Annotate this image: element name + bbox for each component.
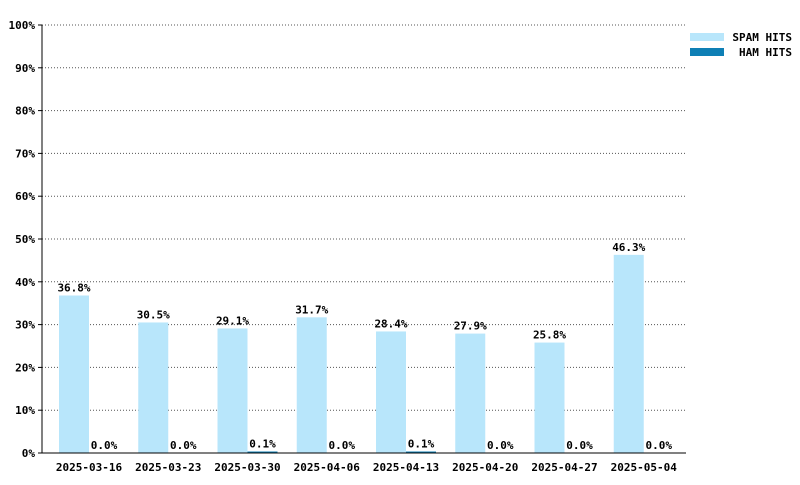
axes bbox=[38, 24, 686, 454]
bar-spam bbox=[534, 342, 565, 453]
bar-spam bbox=[613, 254, 644, 453]
legend-swatch-ham bbox=[690, 48, 724, 56]
x-tick-label: 2025-03-16 bbox=[56, 461, 123, 474]
data-label: 36.8% bbox=[57, 281, 90, 294]
x-tick-label: 2025-03-23 bbox=[135, 461, 201, 474]
y-tick-label: 80% bbox=[15, 105, 35, 118]
data-label: 0.1% bbox=[249, 438, 276, 451]
y-tick-label: 70% bbox=[15, 147, 35, 160]
data-label: 30.5% bbox=[137, 308, 170, 321]
grid-lines bbox=[42, 24, 686, 411]
x-tick-label: 2025-03-30 bbox=[214, 461, 280, 474]
bar-spam bbox=[138, 322, 169, 453]
x-tick-label: 2025-04-27 bbox=[531, 461, 597, 474]
legend-label-ham: HAM HITS bbox=[739, 46, 792, 59]
data-label: 27.9% bbox=[454, 320, 487, 333]
legend-label-spam: SPAM HITS bbox=[732, 31, 792, 44]
data-label: 28.4% bbox=[374, 317, 407, 330]
data-label: 0.0% bbox=[329, 439, 356, 452]
data-label: 0.0% bbox=[646, 439, 673, 452]
legend: SPAM HITS HAM HITS bbox=[690, 31, 792, 59]
bar-spam bbox=[59, 295, 89, 453]
data-label: 25.8% bbox=[533, 329, 566, 342]
data-label: 0.0% bbox=[170, 439, 197, 452]
y-tick-label: 20% bbox=[15, 361, 35, 374]
y-tick-label: 50% bbox=[15, 233, 35, 246]
x-tick-label: 2025-05-04 bbox=[611, 461, 678, 474]
x-tick-label: 2025-04-13 bbox=[373, 461, 439, 474]
bar-spam bbox=[376, 331, 406, 453]
legend-swatch-spam bbox=[690, 33, 724, 41]
bars bbox=[59, 254, 644, 453]
data-label: 46.3% bbox=[612, 241, 645, 254]
x-tick-label: 2025-04-06 bbox=[294, 461, 361, 474]
y-tick-label: 100% bbox=[9, 19, 36, 32]
bar-ham bbox=[247, 451, 278, 453]
x-tick-label: 2025-04-20 bbox=[452, 461, 518, 474]
data-label: 0.0% bbox=[566, 439, 593, 452]
data-label: 0.0% bbox=[487, 439, 514, 452]
data-label: 0.0% bbox=[91, 439, 118, 452]
y-tick-label: 40% bbox=[15, 276, 35, 289]
bar-ham bbox=[406, 451, 436, 453]
y-tick-label: 90% bbox=[15, 62, 35, 75]
labels: 0% 10% 20% 30% 40% 50% 60% 70% 80% 90% 100% 36.8% 0.… bbox=[9, 19, 678, 474]
bar-spam bbox=[296, 317, 327, 453]
data-label: 31.7% bbox=[295, 303, 328, 316]
data-label: 29.1% bbox=[216, 314, 249, 327]
y-tick-label: 60% bbox=[15, 190, 35, 203]
bar-spam bbox=[217, 328, 248, 453]
y-tick-label: 30% bbox=[15, 319, 35, 332]
y-tick-label: 0% bbox=[22, 447, 36, 460]
bar-spam bbox=[455, 333, 486, 453]
y-tick-label: 10% bbox=[15, 404, 35, 417]
data-label: 0.1% bbox=[408, 438, 435, 451]
